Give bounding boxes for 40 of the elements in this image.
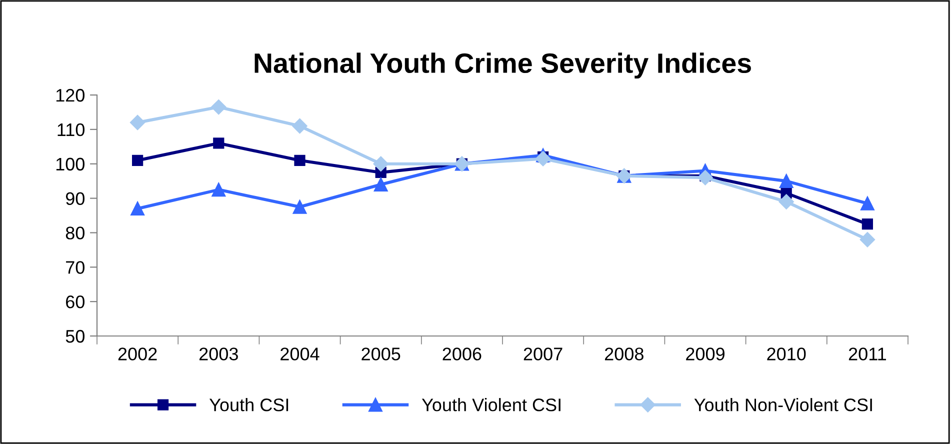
point: [292, 118, 308, 134]
point: [860, 196, 874, 210]
point: [212, 182, 226, 197]
x-tick-label: 2009: [686, 348, 724, 360]
point: [374, 178, 388, 192]
y-tick-label: 110: [58, 123, 84, 136]
y-tick-label: 50: [66, 330, 84, 343]
point: [373, 156, 388, 172]
point: [130, 114, 146, 130]
y-tick-label: 90: [66, 192, 84, 206]
x-tick-label: 2010: [767, 348, 806, 360]
y-tick-label: 100: [56, 158, 84, 171]
point: [535, 151, 551, 166]
point: [213, 138, 224, 149]
x-tick-label: 2007: [524, 348, 562, 360]
x-tick-label: 2004: [280, 348, 320, 360]
point: [860, 232, 876, 248]
point: [130, 202, 144, 216]
x-tick-label: 2006: [442, 348, 482, 360]
point: [292, 200, 307, 214]
point: [698, 170, 713, 186]
point: [211, 99, 226, 115]
y-tick-label: 70: [66, 261, 84, 274]
chart-title: National Youth Crime Severity Indices: [254, 52, 751, 79]
point: [294, 154, 306, 166]
point: [132, 154, 144, 166]
legend-label: Youth CSI: [209, 398, 288, 412]
x-tick-label: 2005: [362, 348, 400, 360]
x-tick-label: 2002: [118, 348, 157, 360]
y-tick-label: 80: [66, 226, 84, 240]
y-tick-label: 60: [66, 296, 84, 308]
legend-label: Youth Violent CSI: [422, 398, 560, 412]
point: [778, 194, 794, 210]
x-tick-label: 2011: [848, 348, 886, 360]
x-tick-label: 2008: [604, 348, 644, 360]
x-tick-label: 2003: [199, 348, 238, 360]
legend-label: Youth Non-Violent CSI: [694, 398, 872, 412]
y-tick-label: 120: [56, 88, 84, 102]
point: [862, 218, 874, 230]
point: [779, 174, 794, 188]
